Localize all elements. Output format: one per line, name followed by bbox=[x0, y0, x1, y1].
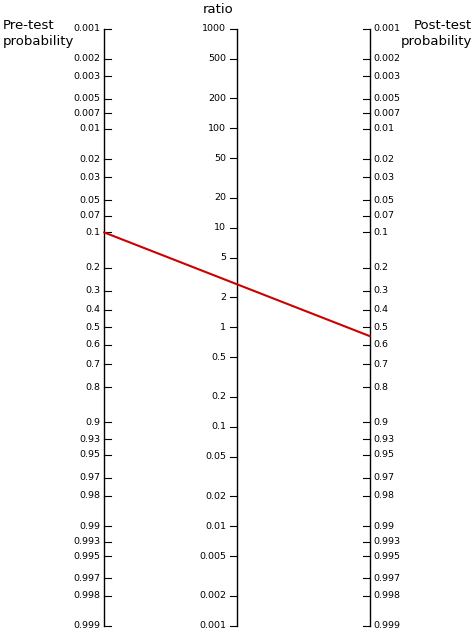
Text: 0.01: 0.01 bbox=[80, 125, 100, 134]
Text: 0.007: 0.007 bbox=[73, 108, 100, 117]
Text: 100: 100 bbox=[208, 124, 226, 133]
Text: Pre-test
probability: Pre-test probability bbox=[2, 19, 74, 48]
Text: 0.97: 0.97 bbox=[80, 473, 100, 482]
Text: 500: 500 bbox=[208, 55, 226, 64]
Text: 0.1: 0.1 bbox=[211, 422, 226, 431]
Text: 10: 10 bbox=[214, 223, 226, 232]
Text: 5: 5 bbox=[220, 254, 226, 263]
Text: 0.4: 0.4 bbox=[85, 306, 100, 315]
Text: 0.7: 0.7 bbox=[374, 360, 389, 369]
Text: 0.997: 0.997 bbox=[73, 574, 100, 583]
Text: 2: 2 bbox=[220, 293, 226, 302]
Text: 0.999: 0.999 bbox=[374, 621, 401, 630]
Text: 0.999: 0.999 bbox=[73, 621, 100, 630]
Text: 0.005: 0.005 bbox=[199, 552, 226, 561]
Text: 0.95: 0.95 bbox=[80, 450, 100, 459]
Text: 1: 1 bbox=[220, 323, 226, 332]
Text: 0.3: 0.3 bbox=[85, 286, 100, 295]
Text: 0.99: 0.99 bbox=[374, 521, 394, 530]
Text: 0.6: 0.6 bbox=[374, 340, 389, 349]
Text: 0.5: 0.5 bbox=[211, 353, 226, 362]
Text: 0.95: 0.95 bbox=[374, 450, 394, 459]
Text: 0.4: 0.4 bbox=[374, 306, 389, 315]
Text: 0.05: 0.05 bbox=[374, 196, 394, 205]
Text: 0.03: 0.03 bbox=[374, 173, 395, 182]
Text: 200: 200 bbox=[208, 94, 226, 103]
Text: 0.02: 0.02 bbox=[374, 155, 394, 164]
Text: 0.2: 0.2 bbox=[85, 263, 100, 272]
Text: 0.993: 0.993 bbox=[374, 537, 401, 546]
Text: 0.997: 0.997 bbox=[374, 574, 401, 583]
Text: 0.005: 0.005 bbox=[73, 94, 100, 103]
Text: 0.05: 0.05 bbox=[205, 453, 226, 462]
Text: 0.2: 0.2 bbox=[374, 263, 389, 272]
Text: 0.93: 0.93 bbox=[374, 435, 395, 444]
Text: 0.2: 0.2 bbox=[211, 392, 226, 401]
Text: 0.005: 0.005 bbox=[374, 94, 401, 103]
Text: 0.03: 0.03 bbox=[79, 173, 100, 182]
Text: 0.007: 0.007 bbox=[374, 108, 401, 117]
Text: 0.99: 0.99 bbox=[80, 521, 100, 530]
Text: 0.1: 0.1 bbox=[85, 228, 100, 237]
Text: 0.001: 0.001 bbox=[374, 24, 401, 33]
Text: 0.9: 0.9 bbox=[374, 418, 389, 427]
Text: 0.001: 0.001 bbox=[73, 24, 100, 33]
Text: 0.002: 0.002 bbox=[199, 591, 226, 600]
Text: 0.995: 0.995 bbox=[73, 551, 100, 560]
Text: 0.002: 0.002 bbox=[73, 55, 100, 64]
Text: 0.998: 0.998 bbox=[374, 591, 401, 600]
Text: 0.003: 0.003 bbox=[73, 72, 100, 81]
Text: 0.97: 0.97 bbox=[374, 473, 394, 482]
Text: 0.02: 0.02 bbox=[205, 492, 226, 501]
Text: 0.001: 0.001 bbox=[199, 621, 226, 630]
Text: 0.002: 0.002 bbox=[374, 55, 401, 64]
Text: 0.98: 0.98 bbox=[80, 491, 100, 500]
Text: 1000: 1000 bbox=[202, 24, 226, 33]
Text: 0.05: 0.05 bbox=[80, 196, 100, 205]
Text: 0.998: 0.998 bbox=[73, 591, 100, 600]
Text: 0.7: 0.7 bbox=[85, 360, 100, 369]
Text: 0.01: 0.01 bbox=[374, 125, 394, 134]
Text: 0.1: 0.1 bbox=[374, 228, 389, 237]
Text: 0.003: 0.003 bbox=[374, 72, 401, 81]
Text: 0.98: 0.98 bbox=[374, 491, 394, 500]
Text: 0.993: 0.993 bbox=[73, 537, 100, 546]
Text: 0.07: 0.07 bbox=[374, 211, 394, 220]
Text: 20: 20 bbox=[214, 193, 226, 202]
Text: 0.6: 0.6 bbox=[85, 340, 100, 349]
Text: 0.02: 0.02 bbox=[80, 155, 100, 164]
Text: 50: 50 bbox=[214, 154, 226, 163]
Text: 0.8: 0.8 bbox=[374, 383, 389, 392]
Text: 0.8: 0.8 bbox=[85, 383, 100, 392]
Text: 0.93: 0.93 bbox=[79, 435, 100, 444]
Text: 0.5: 0.5 bbox=[85, 323, 100, 332]
Text: 0.5: 0.5 bbox=[374, 323, 389, 332]
Text: 0.9: 0.9 bbox=[85, 418, 100, 427]
Text: 0.995: 0.995 bbox=[374, 551, 401, 560]
Text: 0.07: 0.07 bbox=[80, 211, 100, 220]
Text: Post-test
probability: Post-test probability bbox=[400, 19, 472, 48]
Text: 0.01: 0.01 bbox=[205, 522, 226, 531]
Text: Likelihood
ratio: Likelihood ratio bbox=[184, 0, 252, 16]
Text: 0.3: 0.3 bbox=[374, 286, 389, 295]
